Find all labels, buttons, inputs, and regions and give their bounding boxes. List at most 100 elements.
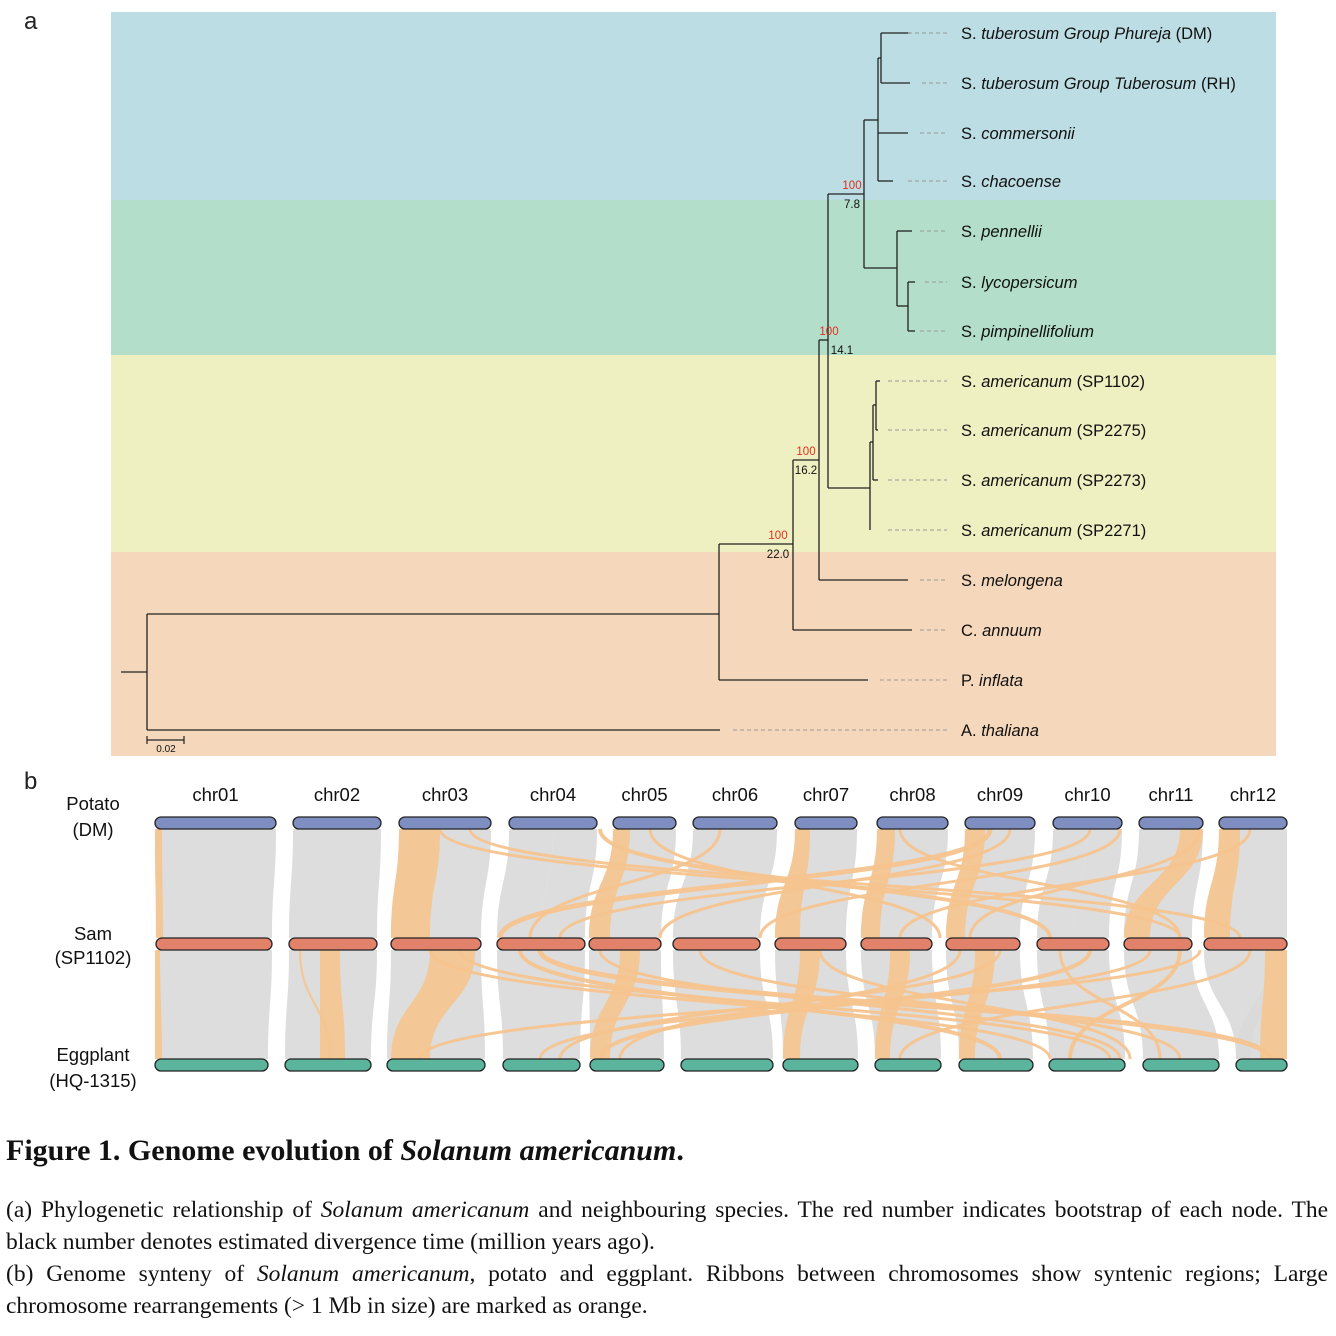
rearrangement-ribbon: [898, 828, 1252, 939]
rearrangement-ribbon: [861, 829, 895, 938]
chromosome-bar: [1138, 816, 1204, 830]
bootstrap-value: 100: [819, 326, 838, 338]
chromosome-bar: [612, 816, 677, 830]
rearrangement-ribbon: [558, 828, 1092, 939]
taxon-accession: (SP2275): [1072, 422, 1146, 440]
chromosome-bar: [672, 937, 761, 951]
genome-track-eggplant: [154, 1058, 1288, 1072]
rearrangement-ribbon: [648, 828, 942, 939]
chromosome-bar: [496, 937, 586, 951]
chromosome-label: chr10: [1064, 784, 1110, 805]
chromosome-bar: [680, 1058, 774, 1072]
rearrangement-ribbon: [528, 828, 722, 939]
legend-b: (b) Genome synteny of Solanum americanum…: [6, 1258, 1328, 1322]
taxon-genus: S.: [961, 522, 981, 540]
rearrangement-ribbon: [537, 949, 1273, 1060]
phylogenetic-tree: S. tuberosum Group Phureja (DM) S. tubero…: [111, 12, 1276, 756]
taxon-genus: S.: [961, 75, 981, 93]
bootstrap-value: 100: [768, 530, 787, 542]
chromosome-bar: [794, 816, 858, 830]
genome-name: Eggplant: [56, 1044, 129, 1065]
chromosome-label: chr05: [621, 784, 667, 805]
genome-track-sam: [155, 937, 1288, 951]
panel-a-label: a: [24, 8, 38, 35]
taxon-accession: (SP1102): [1072, 373, 1145, 391]
genome-accession: (SP1102): [55, 947, 132, 968]
bootstrap-value: 100: [842, 180, 861, 192]
figure-title-end: .: [676, 1134, 684, 1167]
figure-title-species: Solanum americanum: [400, 1134, 677, 1167]
rearrangement-ribbon: [418, 949, 1202, 1060]
taxon-genus: S.: [961, 373, 981, 391]
chromosome-bar: [860, 937, 933, 951]
taxon-species: tuberosum Group Phureja: [981, 25, 1171, 43]
taxon-genus: S.: [961, 422, 981, 440]
legend-a: (a) Phylogenetic relationship of Solanum…: [6, 1194, 1328, 1258]
synteny-ribbons: [155, 828, 1287, 1060]
synteny-plot: Potato (DM) Sam (SP1102) Eggplant (HQ-1315) ch…: [49, 784, 1288, 1091]
taxon-species: lycopersicum: [981, 274, 1077, 292]
chromosome-bar: [774, 937, 847, 951]
rearrangement-ribbon: [428, 949, 1052, 1060]
rearrangement-ribbon: [391, 950, 475, 1059]
chromosome-bar: [1123, 937, 1193, 951]
chromosome-bar: [386, 1058, 486, 1072]
chromosome-bar: [1052, 816, 1123, 830]
chromosome-bar: [502, 1058, 581, 1072]
taxon-label: S. americanum (SP2273): [961, 472, 1146, 490]
genome-accession: (HQ-1315): [49, 1070, 136, 1091]
rearrangement-ribbon: [1068, 949, 1182, 1060]
taxon-species: commersonii: [981, 125, 1076, 143]
chromosome-bar: [874, 1058, 942, 1072]
figure-title: Figure 1. Genome evolution of Solanum am…: [6, 1134, 1328, 1168]
taxon-label: A. thaliana: [961, 722, 1039, 740]
taxon-label: S. tuberosum Group Phureja (DM): [961, 25, 1212, 43]
taxon-genus: P.: [961, 672, 979, 690]
chromosome-bar: [958, 1058, 1034, 1072]
genome-track-potato: [154, 816, 1288, 830]
chromosome-bar: [390, 937, 482, 951]
scale-bar-label: 0.02: [156, 744, 176, 755]
chromosome-bar: [1235, 1058, 1288, 1072]
chromosome-label: chr03: [422, 784, 468, 805]
chromosome-label: chr02: [314, 784, 360, 805]
taxon-genus: S.: [961, 472, 981, 490]
taxon-label: P. inflata: [961, 672, 1023, 690]
taxon-genus: C.: [961, 622, 982, 640]
rearrangement-ribbon: [468, 828, 1242, 939]
taxon-label: S. pimpinellifolium: [961, 323, 1094, 341]
chromosome-bar: [284, 1058, 372, 1072]
taxon-label: S. tuberosum Group Tuberosum (RH): [961, 75, 1236, 93]
chromosome-bar: [1218, 816, 1288, 830]
taxon-species: thaliana: [981, 722, 1039, 740]
divergence-time: 22.0: [767, 549, 789, 561]
rearrangement-ribbon: [1260, 950, 1287, 1059]
taxon-species: tuberosum Group Tuberosum: [981, 75, 1196, 93]
taxon-species: annuum: [982, 622, 1042, 640]
taxon-accession: (SP2271): [1072, 522, 1146, 540]
scale-bar: [146, 736, 185, 744]
taxon-accession: (SP2273): [1072, 472, 1146, 490]
chromosome-bar: [945, 937, 1021, 951]
rearrangement-ribbon: [1204, 829, 1240, 938]
taxon-label: S. chacoense: [961, 173, 1061, 191]
taxon-label: S. lycopersicum: [961, 274, 1077, 292]
chromosome-label: chr04: [530, 784, 576, 805]
tree-branches: [121, 32, 915, 731]
rearrangement-ribbon: [968, 828, 1202, 939]
clade-band-1: [111, 12, 1276, 200]
rearrangement-ribbon: [391, 829, 440, 938]
chromosome-bar: [398, 816, 492, 830]
taxon-species: americanum: [981, 373, 1072, 391]
chromosome-label: chr11: [1149, 784, 1194, 805]
rearrangement-ribbon: [155, 829, 163, 938]
rearrangement-ribbon: [497, 828, 993, 939]
synteny-ribbon: [289, 829, 381, 938]
genome-accession: (DM): [72, 819, 113, 840]
figure-canvas: S. tuberosum Group Phureja (DM) S. tubero…: [49, 12, 1288, 1091]
chromosome-bar: [782, 1058, 859, 1072]
taxon-label: C. annuum: [961, 622, 1042, 640]
chromosome-bar: [692, 816, 778, 830]
taxon-genus: S.: [961, 572, 981, 590]
taxon-species: americanum: [981, 472, 1072, 490]
